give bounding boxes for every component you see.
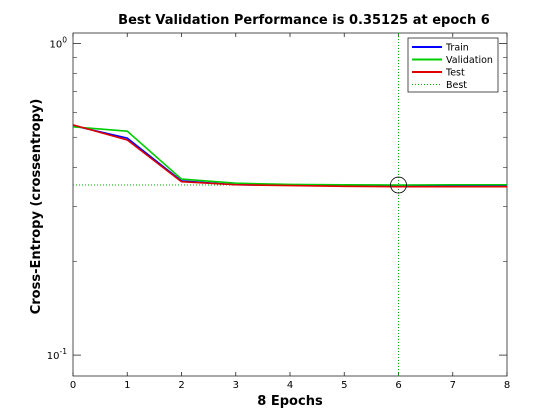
legend-label-best: Best [446,80,467,91]
x-axis-label: 8 Epochs [257,394,323,409]
series-line-validation [72,126,507,186]
x-tick-label: 6 [395,380,401,391]
x-tick-label: 1 [124,380,130,391]
x-tick-label: 3 [233,380,239,391]
legend-label-validation: Validation [446,55,493,66]
x-tick-label: 7 [450,380,456,391]
y-axis-label: Cross-Entropy (crossentropy) [29,99,44,315]
chart-title: Best Validation Performance is 0.35125 a… [118,13,490,28]
legend-label-train: Train [445,43,469,54]
legend-label-test: Test [445,68,465,79]
x-tick-label: 5 [341,380,347,391]
y-tick-label: 10-1 [47,347,67,362]
x-tick-label: 2 [178,380,184,391]
x-tick-label: 8 [504,380,510,391]
series-line-test [72,124,507,188]
y-tick-label: 100 [49,35,67,50]
x-tick-label: 0 [70,380,76,391]
x-tick-label: 4 [287,380,293,391]
best-point-marker [390,176,407,194]
